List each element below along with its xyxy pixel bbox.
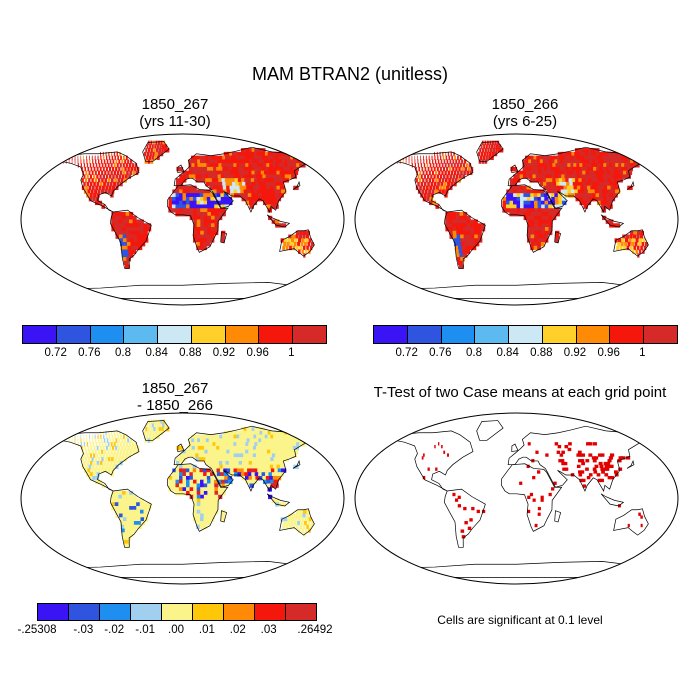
colorbar-swatch bbox=[69, 604, 100, 620]
colorbar-swatch bbox=[100, 604, 131, 620]
colorbar-label: 0.8 bbox=[466, 347, 482, 359]
colorbar-label: 0.84 bbox=[496, 347, 519, 359]
colorbar-label: 0.96 bbox=[597, 347, 620, 359]
colorbar-swatch bbox=[193, 604, 224, 620]
significance-note: Cells are significant at 0.1 level bbox=[437, 613, 603, 627]
panel-1-title-line2: (yrs 11-30) bbox=[139, 113, 211, 130]
colorbar-label: 0.72 bbox=[395, 347, 418, 359]
panel-2-colorbar bbox=[373, 325, 678, 344]
colorbar-swatch bbox=[293, 326, 327, 343]
panel-4-map bbox=[354, 412, 679, 585]
colorbar-swatch bbox=[38, 604, 69, 620]
colorbar-swatch bbox=[286, 604, 316, 620]
colorbar-swatch bbox=[374, 326, 408, 343]
colorbar-swatch bbox=[90, 326, 125, 343]
panel-1-colorbar bbox=[22, 325, 327, 344]
colorbar-swatch bbox=[542, 326, 577, 343]
colorbar-swatch bbox=[259, 326, 294, 343]
colorbar-swatch bbox=[610, 326, 645, 343]
colorbar-swatch bbox=[407, 326, 442, 343]
panel-4-title: T-Test of two Case means at each grid po… bbox=[373, 384, 667, 401]
colorbar-swatch bbox=[158, 326, 192, 343]
colorbar-swatch bbox=[441, 326, 476, 343]
colorbar-swatch bbox=[191, 326, 226, 343]
panel-3-colorbar bbox=[37, 603, 317, 621]
colorbar-swatch bbox=[224, 604, 255, 620]
colorbar-swatch bbox=[124, 326, 159, 343]
colorbar-label: .01 bbox=[198, 624, 215, 636]
colorbar-label: 0.92 bbox=[212, 347, 236, 359]
colorbar-label: 0.76 bbox=[78, 347, 101, 359]
panel-2-map bbox=[354, 133, 679, 306]
colorbar-label: .26492 bbox=[297, 624, 333, 636]
colorbar-label: 0.84 bbox=[145, 347, 168, 359]
colorbar-label: .02 bbox=[229, 624, 246, 636]
colorbar-swatch bbox=[131, 604, 162, 620]
figure-title: MAM BTRAN2 (unitless) bbox=[251, 64, 449, 84]
panel-1-map bbox=[20, 133, 345, 306]
colorbar-label: 0.88 bbox=[179, 347, 202, 359]
panel-1-title: 1850_267 (yrs 11-30) bbox=[75, 96, 275, 130]
colorbar-swatch bbox=[23, 326, 57, 343]
panel-2-title-line2: (yrs 6-25) bbox=[492, 113, 558, 130]
panel-3-map bbox=[20, 412, 345, 585]
panel-1-title-line1: 1850_267 bbox=[141, 96, 209, 113]
colorbar-swatch bbox=[255, 604, 286, 620]
colorbar-label: -.01 bbox=[135, 624, 156, 636]
panel-1-colorbar-labels: 0.72 0.76 0.8 0.84 0.88 0.92 0.96 1 bbox=[22, 347, 325, 361]
panel-3-title: 1850_267 - 1850_266 bbox=[75, 380, 275, 414]
colorbar-swatch bbox=[576, 326, 611, 343]
colorbar-swatch bbox=[56, 326, 91, 343]
colorbar-swatch bbox=[644, 326, 678, 343]
colorbar-label: 0.92 bbox=[563, 347, 587, 359]
colorbar-swatch bbox=[162, 604, 193, 620]
panel-3-colorbar-labels: -.25308 -.03 -.02 -.01 .00 .01 .02 .03 .26492 bbox=[17, 624, 332, 638]
colorbar-label: 0.76 bbox=[429, 347, 452, 359]
colorbar-label: -.03 bbox=[73, 624, 94, 636]
panel-3-title-line1: 1850_267 bbox=[141, 380, 209, 397]
colorbar-swatch bbox=[225, 326, 260, 343]
colorbar-label: 0.96 bbox=[246, 347, 269, 359]
colorbar-label: 1 bbox=[288, 347, 295, 359]
colorbar-label: .00 bbox=[168, 624, 184, 636]
panel-3-title-line2: - 1850_266 bbox=[137, 397, 213, 414]
colorbar-label: 0.72 bbox=[44, 347, 67, 359]
colorbar-label: -.02 bbox=[104, 624, 125, 636]
panel-2-title: 1850_266 (yrs 6-25) bbox=[425, 96, 625, 130]
colorbar-swatch bbox=[509, 326, 543, 343]
colorbar-swatch bbox=[475, 326, 510, 343]
colorbar-label: 1 bbox=[639, 347, 646, 359]
panel-2-title-line1: 1850_266 bbox=[491, 96, 559, 113]
panel-2-colorbar-labels: 0.72 0.76 0.8 0.84 0.88 0.92 0.96 1 bbox=[373, 347, 676, 361]
colorbar-label: .03 bbox=[260, 624, 277, 636]
colorbar-label: -.25308 bbox=[17, 624, 57, 636]
colorbar-label: 0.88 bbox=[530, 347, 553, 359]
colorbar-label: 0.8 bbox=[115, 347, 131, 359]
